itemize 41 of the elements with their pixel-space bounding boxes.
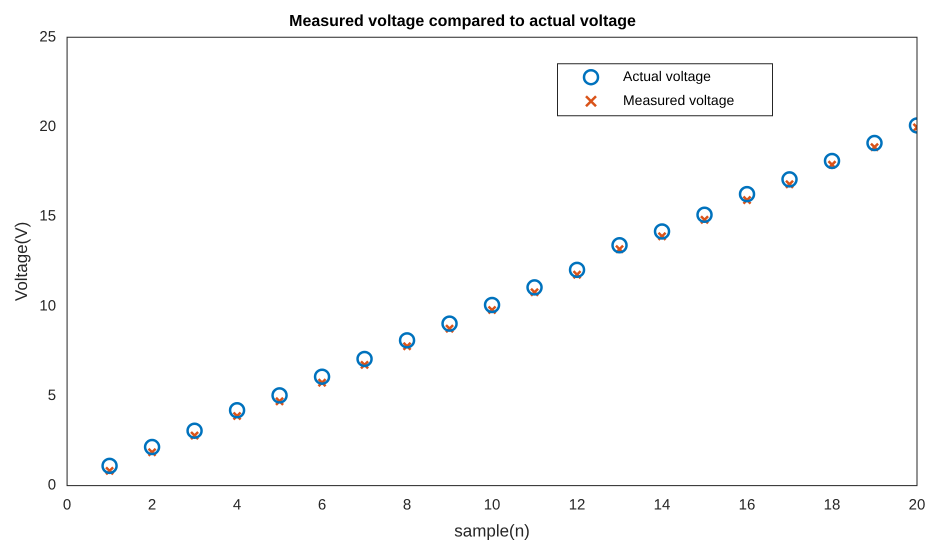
- y-tick-label: 10: [39, 297, 56, 314]
- y-tick-label: 25: [39, 28, 56, 46]
- x-tick-label: 0: [62, 496, 72, 514]
- legend-label: Measured voltage: [623, 92, 735, 108]
- x-tick-label: 12: [568, 496, 586, 514]
- point: [186, 422, 203, 439]
- x-tick-label: 10: [484, 496, 500, 514]
- point: [356, 350, 373, 368]
- x-axis-title: sample(n): [454, 521, 530, 540]
- point: [484, 296, 500, 314]
- y-tick-label: 20: [39, 118, 56, 136]
- point: [824, 152, 840, 170]
- point: [144, 438, 160, 456]
- legend-label: Actual voltage: [623, 68, 712, 84]
- chart-title: Measured voltage compared to actual voltage: [289, 13, 636, 30]
- x-tick-label: 8: [402, 496, 412, 514]
- point: [101, 458, 118, 474]
- point: [696, 206, 713, 224]
- y-axis-title: Voltage(V): [12, 222, 31, 302]
- x-tick-label: 20: [908, 496, 926, 514]
- x-tick-label: 18: [824, 496, 840, 514]
- x-tick-label: 14: [654, 496, 670, 514]
- point: [271, 387, 288, 404]
- point: [654, 223, 670, 240]
- point: [441, 315, 458, 332]
- point: [866, 134, 883, 152]
- point: [526, 279, 543, 296]
- x-tick-label: 6: [318, 496, 326, 514]
- y-tick-label: 15: [39, 208, 56, 225]
- y-tick-label: 5: [48, 387, 56, 404]
- point: [781, 171, 798, 188]
- point: [398, 332, 416, 349]
- x-tick-label: 2: [148, 496, 156, 514]
- y-tick-label: 0: [48, 476, 56, 494]
- point: [738, 186, 756, 202]
- point: [228, 402, 246, 419]
- point: [568, 262, 586, 278]
- point: [314, 368, 330, 385]
- x-tick-label: 4: [232, 496, 242, 514]
- x-tick-label: 16: [738, 496, 756, 514]
- point: [611, 237, 628, 254]
